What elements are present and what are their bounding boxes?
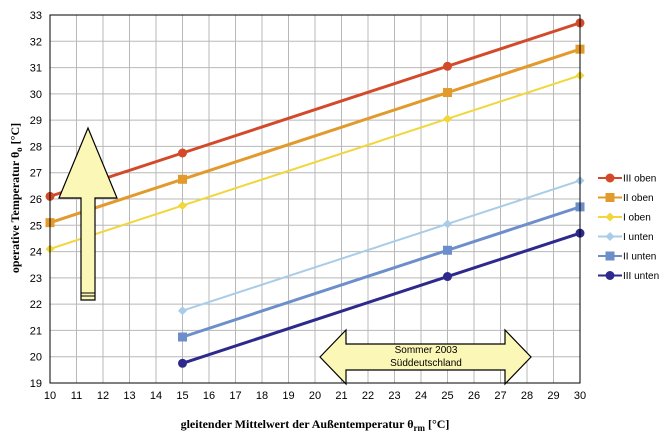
x-axis-title-main: gleitender Mittelwert der Außentemperatu…	[181, 417, 414, 431]
series-layer	[45, 18, 585, 368]
y-tick-label: 33	[30, 10, 42, 22]
legend-entry: I oben	[598, 212, 651, 224]
x-tick-label: 24	[415, 390, 427, 402]
x-axis-title: gleitender Mittelwert der Außentemperatu…	[181, 417, 450, 433]
series-line	[49, 21, 581, 198]
legend-marker	[605, 212, 615, 222]
x-tick-label: 11	[71, 390, 82, 402]
x-tick-label: 20	[309, 390, 321, 402]
data-point	[178, 358, 187, 368]
grid	[49, 14, 581, 384]
legend-entry: II unten	[598, 251, 656, 263]
data-point	[443, 88, 452, 98]
x-tick-label: 21	[335, 390, 347, 402]
y-tick-label: 21	[30, 325, 42, 337]
data-point	[443, 114, 452, 124]
legend-marker	[605, 232, 615, 241]
legend-entry: III unten	[598, 271, 659, 282]
legend-entry: II oben	[598, 193, 654, 204]
x-tick-label: 16	[203, 390, 215, 402]
y-tick-label: 25	[30, 220, 42, 232]
x-tick-label: 23	[388, 390, 400, 402]
plot-frame	[49, 14, 581, 384]
x-tick-label: 19	[282, 390, 294, 402]
x-tick-labels: 10 11 12 13 14 15 16 17 18 19 20 21 22 23 24 25 26 27 28 29…	[44, 390, 586, 402]
data-point	[443, 61, 452, 71]
y-tick-label: 32	[30, 36, 42, 48]
y-tick-label: 29	[30, 115, 42, 127]
data-point	[178, 174, 187, 184]
range-label-line1: Sommer 2003	[395, 345, 458, 356]
x-tick-label: 10	[44, 390, 56, 402]
data-point	[178, 148, 187, 158]
data-point	[178, 201, 187, 211]
series-3	[45, 70, 585, 254]
legend-label: I oben	[623, 213, 651, 224]
series-line	[49, 74, 581, 250]
x-tick-label: 13	[123, 390, 135, 402]
y-tick-label: 26	[30, 194, 42, 206]
legend-label: III oben	[623, 174, 656, 185]
x-tick-label: 15	[176, 390, 188, 402]
x-tick-label: 22	[362, 390, 374, 402]
up-arrow-annotation	[58, 126, 118, 301]
data-point	[443, 219, 452, 229]
x-tick-label: 14	[150, 390, 162, 402]
series-line	[49, 47, 581, 225]
legend-label: I unten	[623, 232, 654, 243]
range-arrow-annotation: Sommer 2003 Süddeutschland	[319, 328, 532, 386]
x-tick-label: 30	[574, 390, 586, 402]
data-point	[443, 245, 452, 255]
up-arrow-shape	[58, 126, 118, 301]
y-tick-label: 19	[30, 378, 42, 390]
legend-entry: III oben	[598, 173, 656, 185]
y-tick-label: 24	[30, 247, 42, 259]
data-point	[178, 306, 187, 316]
x-tick-label: 25	[441, 390, 453, 402]
x-tick-label: 27	[494, 390, 506, 402]
y-tick-label: 27	[30, 168, 42, 180]
legend-label: II unten	[623, 252, 656, 263]
y-axis-title-sub: o	[14, 147, 24, 152]
legend-label: III unten	[623, 271, 659, 282]
legend-marker	[605, 193, 615, 202]
y-tick-label: 20	[30, 352, 42, 364]
x-axis-title-sub: rm	[413, 423, 425, 433]
y-tick-labels: 19 20 21 22 23 24 25 26 27 28 29 30 31 32 33	[30, 10, 42, 390]
legend-marker	[605, 271, 615, 280]
y-tick-label: 22	[30, 299, 42, 311]
y-tick-label: 30	[30, 89, 42, 101]
legend: III oben II oben I oben I unten II unten III …	[598, 173, 659, 282]
y-tick-label: 28	[30, 141, 42, 153]
x-axis-title-unit: [°C]	[425, 417, 449, 431]
data-point	[443, 272, 452, 282]
x-tick-label: 28	[521, 390, 533, 402]
legend-label: II oben	[623, 193, 654, 204]
x-tick-label: 26	[468, 390, 480, 402]
y-axis-title-main: operative Temperatur θ	[8, 152, 22, 273]
legend-marker	[605, 251, 615, 261]
y-tick-label: 23	[30, 273, 42, 285]
data-point	[178, 332, 187, 342]
legend-entry: I unten	[598, 232, 654, 243]
x-tick-label: 17	[229, 390, 241, 402]
y-axis-title-unit: [°C]	[8, 123, 22, 147]
range-arrow-shape	[319, 328, 532, 386]
x-tick-label: 29	[547, 390, 559, 402]
y-tick-label: 31	[30, 63, 42, 75]
x-tick-label: 12	[97, 390, 109, 402]
y-axis-title: operative Temperatur θo [°C]	[8, 123, 24, 273]
range-label-line2: Süddeutschland	[390, 358, 462, 369]
legend-marker	[605, 173, 615, 183]
x-tick-label: 18	[256, 390, 268, 402]
